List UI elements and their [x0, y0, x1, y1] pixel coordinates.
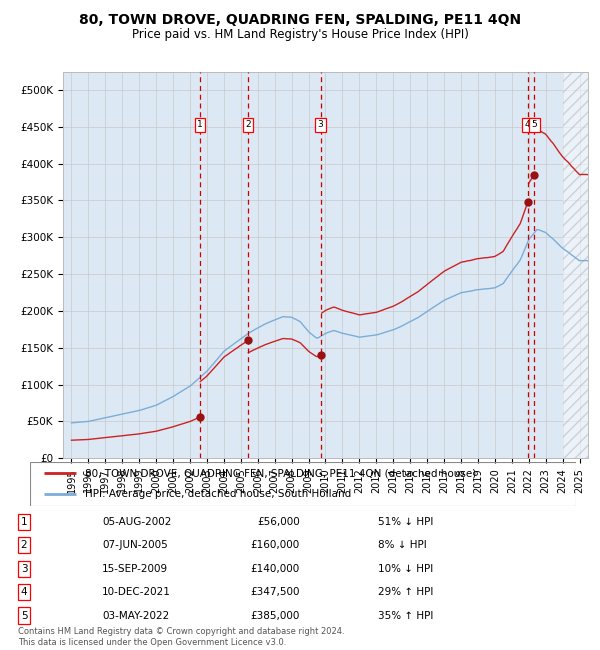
Text: 80, TOWN DROVE, QUADRING FEN, SPALDING, PE11 4QN: 80, TOWN DROVE, QUADRING FEN, SPALDING, … [79, 13, 521, 27]
Text: 5: 5 [532, 120, 537, 129]
Text: 3: 3 [318, 120, 323, 129]
Text: 1: 1 [20, 517, 28, 527]
Text: 03-MAY-2022: 03-MAY-2022 [102, 610, 169, 621]
Text: 3: 3 [20, 564, 28, 574]
Text: 51% ↓ HPI: 51% ↓ HPI [378, 517, 433, 527]
Bar [563, 72, 588, 458]
Text: £56,000: £56,000 [257, 517, 300, 527]
Text: £385,000: £385,000 [251, 610, 300, 621]
Text: Price paid vs. HM Land Registry's House Price Index (HPI): Price paid vs. HM Land Registry's House … [131, 28, 469, 41]
Text: 05-AUG-2002: 05-AUG-2002 [102, 517, 172, 527]
Text: 4: 4 [525, 120, 530, 129]
Text: 5: 5 [20, 610, 28, 621]
Text: Contains HM Land Registry data © Crown copyright and database right 2024.
This d: Contains HM Land Registry data © Crown c… [18, 627, 344, 647]
Text: £140,000: £140,000 [251, 564, 300, 574]
Text: 10-DEC-2021: 10-DEC-2021 [102, 587, 171, 597]
Text: 2: 2 [20, 540, 28, 551]
Text: £160,000: £160,000 [251, 540, 300, 551]
Text: 07-JUN-2005: 07-JUN-2005 [102, 540, 168, 551]
Text: 80, TOWN DROVE, QUADRING FEN, SPALDING, PE11 4QN (detached house): 80, TOWN DROVE, QUADRING FEN, SPALDING, … [85, 469, 476, 478]
Text: 10% ↓ HPI: 10% ↓ HPI [378, 564, 433, 574]
Text: 8% ↓ HPI: 8% ↓ HPI [378, 540, 427, 551]
Text: 29% ↑ HPI: 29% ↑ HPI [378, 587, 433, 597]
Text: HPI: Average price, detached house, South Holland: HPI: Average price, detached house, Sout… [85, 489, 351, 499]
Text: 15-SEP-2009: 15-SEP-2009 [102, 564, 168, 574]
Text: 4: 4 [20, 587, 28, 597]
Text: 2: 2 [245, 120, 251, 129]
Text: £347,500: £347,500 [251, 587, 300, 597]
Text: 35% ↑ HPI: 35% ↑ HPI [378, 610, 433, 621]
Text: 1: 1 [197, 120, 203, 129]
